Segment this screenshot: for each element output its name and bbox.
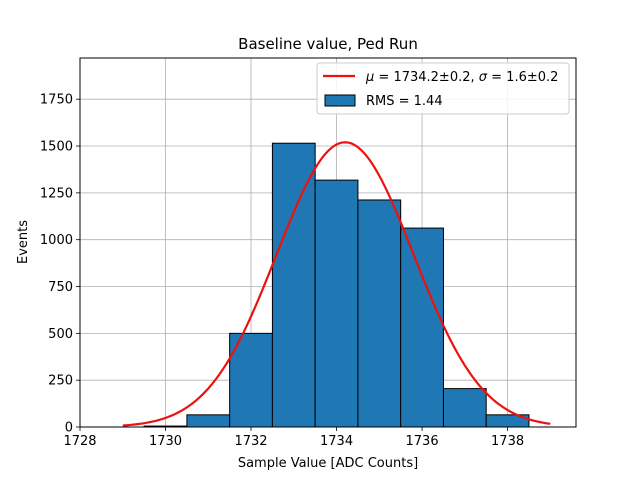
- legend-sigma-value: = 1.6±0.2: [487, 70, 558, 85]
- gaussian-fit-curve: [122, 141, 551, 427]
- y-axis-label: Events: [16, 220, 31, 264]
- y-tick-label: 0: [65, 421, 73, 436]
- legend-box: [316, 62, 570, 115]
- plot-frame: [79, 57, 577, 428]
- y-tick-label: 750: [48, 280, 73, 295]
- y-tick-label: 1750: [40, 93, 73, 108]
- x-axis-label: Sample Value [ADC Counts]: [238, 456, 418, 471]
- legend-mu-symbol: μ: [365, 70, 374, 85]
- legend-mu-value: = 1734.2±0.2,: [374, 70, 478, 85]
- histogram-bar: [442, 388, 487, 428]
- x-tick-label: 1736: [406, 434, 439, 449]
- histogram-bar: [357, 199, 402, 428]
- histogram-bar: [186, 414, 231, 428]
- x-tick-label: 1730: [149, 434, 182, 449]
- y-tick-label: 1000: [40, 233, 73, 248]
- histogram-bar: [400, 227, 444, 428]
- histogram-bar: [314, 179, 359, 428]
- legend-sigma-symbol: σ: [479, 70, 488, 85]
- histogram-bar: [229, 332, 273, 428]
- x-tick-label: 1732: [234, 434, 267, 449]
- x-tick-label: 1728: [63, 434, 96, 449]
- histogram-bar: [271, 142, 316, 428]
- y-tick-label: 1250: [40, 186, 73, 201]
- y-tick-label: 500: [48, 327, 73, 342]
- y-tick-label: 1500: [40, 140, 73, 155]
- x-tick-label: 1734: [320, 434, 353, 449]
- x-axis-ticks: 1728 1730 1732 1734 1736 1738: [63, 427, 524, 449]
- y-axis-ticks: 0 250 500 750 1000 1250 1500 1750: [40, 93, 80, 436]
- legend-rms-label: RMS = 1.44: [366, 94, 443, 109]
- legend: μ = 1734.2±0.2, σ = 1.6±0.2 RMS = 1.44: [316, 62, 570, 115]
- chart-title: Baseline value, Ped Run: [238, 35, 418, 53]
- y-tick-label: 250: [48, 374, 73, 389]
- x-tick-label: 1738: [491, 434, 524, 449]
- legend-fit-label: μ = 1734.2±0.2, σ = 1.6±0.2: [365, 70, 558, 85]
- legend-rms-patch-swatch: [324, 94, 356, 107]
